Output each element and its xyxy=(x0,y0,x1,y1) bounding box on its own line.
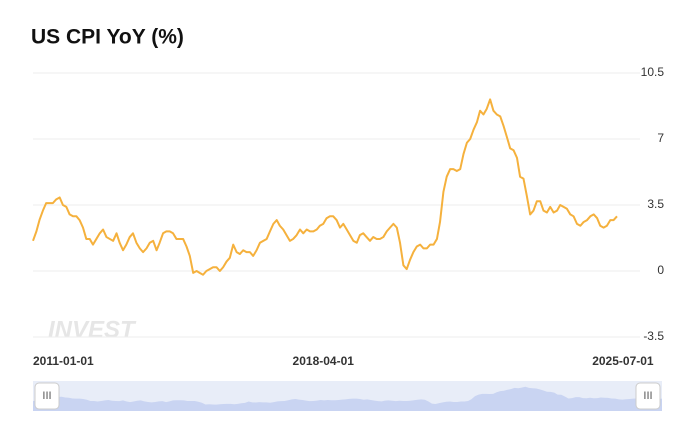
watermark: INVEST xyxy=(48,316,137,343)
slider-handle[interactable] xyxy=(635,382,661,410)
data-line xyxy=(32,98,618,276)
x-tick-label: 2011-01-01 xyxy=(33,354,94,368)
y-tick-label: -3.5 xyxy=(643,329,664,343)
y-tick-label: 7 xyxy=(657,131,664,145)
y-tick-label: 3.5 xyxy=(647,197,664,211)
slider-overview xyxy=(33,386,662,411)
slider-handle[interactable] xyxy=(34,382,60,410)
y-tick-label: 0 xyxy=(657,263,664,277)
x-tick-label: 2025-07-01 xyxy=(592,354,654,368)
x-tick-label: 2018-04-01 xyxy=(293,354,355,368)
y-tick-label: 10.5 xyxy=(641,65,665,79)
slider-handle-label[interactable]: III xyxy=(643,390,652,402)
chart-title: US CPI YoY (%) xyxy=(31,26,184,49)
slider-handle-label[interactable]: III xyxy=(42,390,51,402)
